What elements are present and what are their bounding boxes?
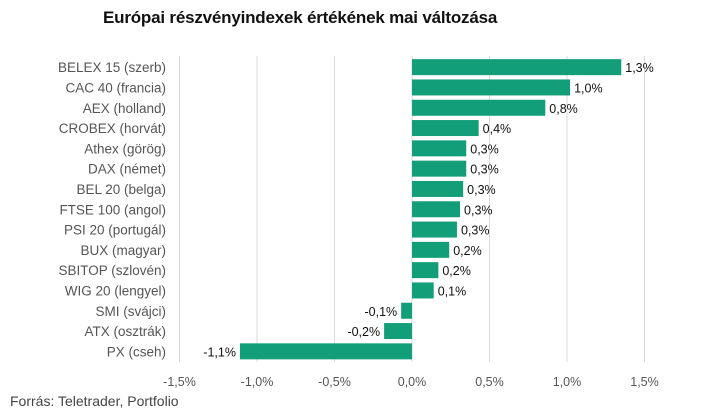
value-label: 1,0% [574, 81, 603, 95]
bar [412, 180, 464, 197]
category-label: Athex (görög) [84, 141, 166, 156]
category-label: FTSE 100 (angol) [59, 202, 166, 217]
x-tick-label: -1,0% [241, 375, 274, 389]
bar [412, 201, 461, 218]
category-label: SBITOP (szlovén) [58, 263, 166, 278]
category-label: ATX (osztrák) [84, 324, 166, 339]
bar [412, 140, 467, 157]
bar [412, 120, 479, 137]
value-label: -0,2% [347, 325, 380, 339]
value-label: 0,1% [438, 284, 467, 298]
bar [412, 282, 434, 299]
value-label: 0,3% [464, 203, 493, 217]
bar [412, 160, 467, 177]
category-label: CAC 40 (francia) [65, 80, 166, 95]
bar [412, 262, 439, 279]
x-tick-label: 1,0% [553, 375, 582, 389]
bars [239, 59, 622, 360]
category-label: DAX (német) [88, 162, 166, 177]
category-label: SMI (svájci) [96, 304, 167, 319]
bar [412, 241, 450, 258]
bar [401, 302, 412, 319]
chart-source: Forrás: Teletrader, Portfolio [10, 393, 179, 409]
bar [412, 221, 457, 238]
category-label: BEL 20 (belga) [76, 182, 166, 197]
bar [239, 343, 412, 360]
category-label: BUX (magyar) [80, 243, 166, 258]
value-label: 1,3% [625, 61, 654, 75]
value-label: 0,2% [442, 264, 471, 278]
bar [384, 323, 412, 340]
x-axis-ticks: -1,5% -1,0% -0,5% 0,0% 0,5% 1,0% 1,5% [163, 375, 659, 389]
category-label: BELEX 15 (szerb) [58, 60, 166, 75]
value-label: -0,1% [364, 305, 397, 319]
x-tick-label: -0,5% [318, 375, 351, 389]
value-label: -1,1% [203, 345, 236, 359]
value-label: 0,4% [483, 122, 512, 136]
value-label: 0,3% [467, 183, 496, 197]
chart-title: Európai részvényindexek értékének mai vá… [103, 8, 498, 27]
x-tick-label: 0,5% [475, 375, 504, 389]
value-label: 0,3% [461, 224, 490, 238]
category-label: CROBEX (horvát) [59, 121, 166, 136]
bar [412, 99, 546, 116]
category-label: WIG 20 (lengyel) [65, 283, 166, 298]
labels: BELEX 15 (szerb) 1,3% CAC 40 (francia) 1,0%… [58, 60, 654, 359]
bar [412, 79, 571, 96]
bar [412, 59, 622, 76]
x-tick-label: 1,5% [630, 375, 659, 389]
x-tick-label: 0,0% [398, 375, 427, 389]
category-label: AEX (holland) [83, 101, 166, 116]
value-label: 0,2% [453, 244, 482, 258]
category-label: PX (cseh) [107, 344, 166, 359]
value-label: 0,8% [549, 102, 578, 116]
value-label: 0,3% [470, 142, 499, 156]
x-tick-label: -1,5% [163, 375, 196, 389]
value-label: 0,3% [470, 163, 499, 177]
category-label: PSI 20 (portugál) [64, 223, 166, 238]
